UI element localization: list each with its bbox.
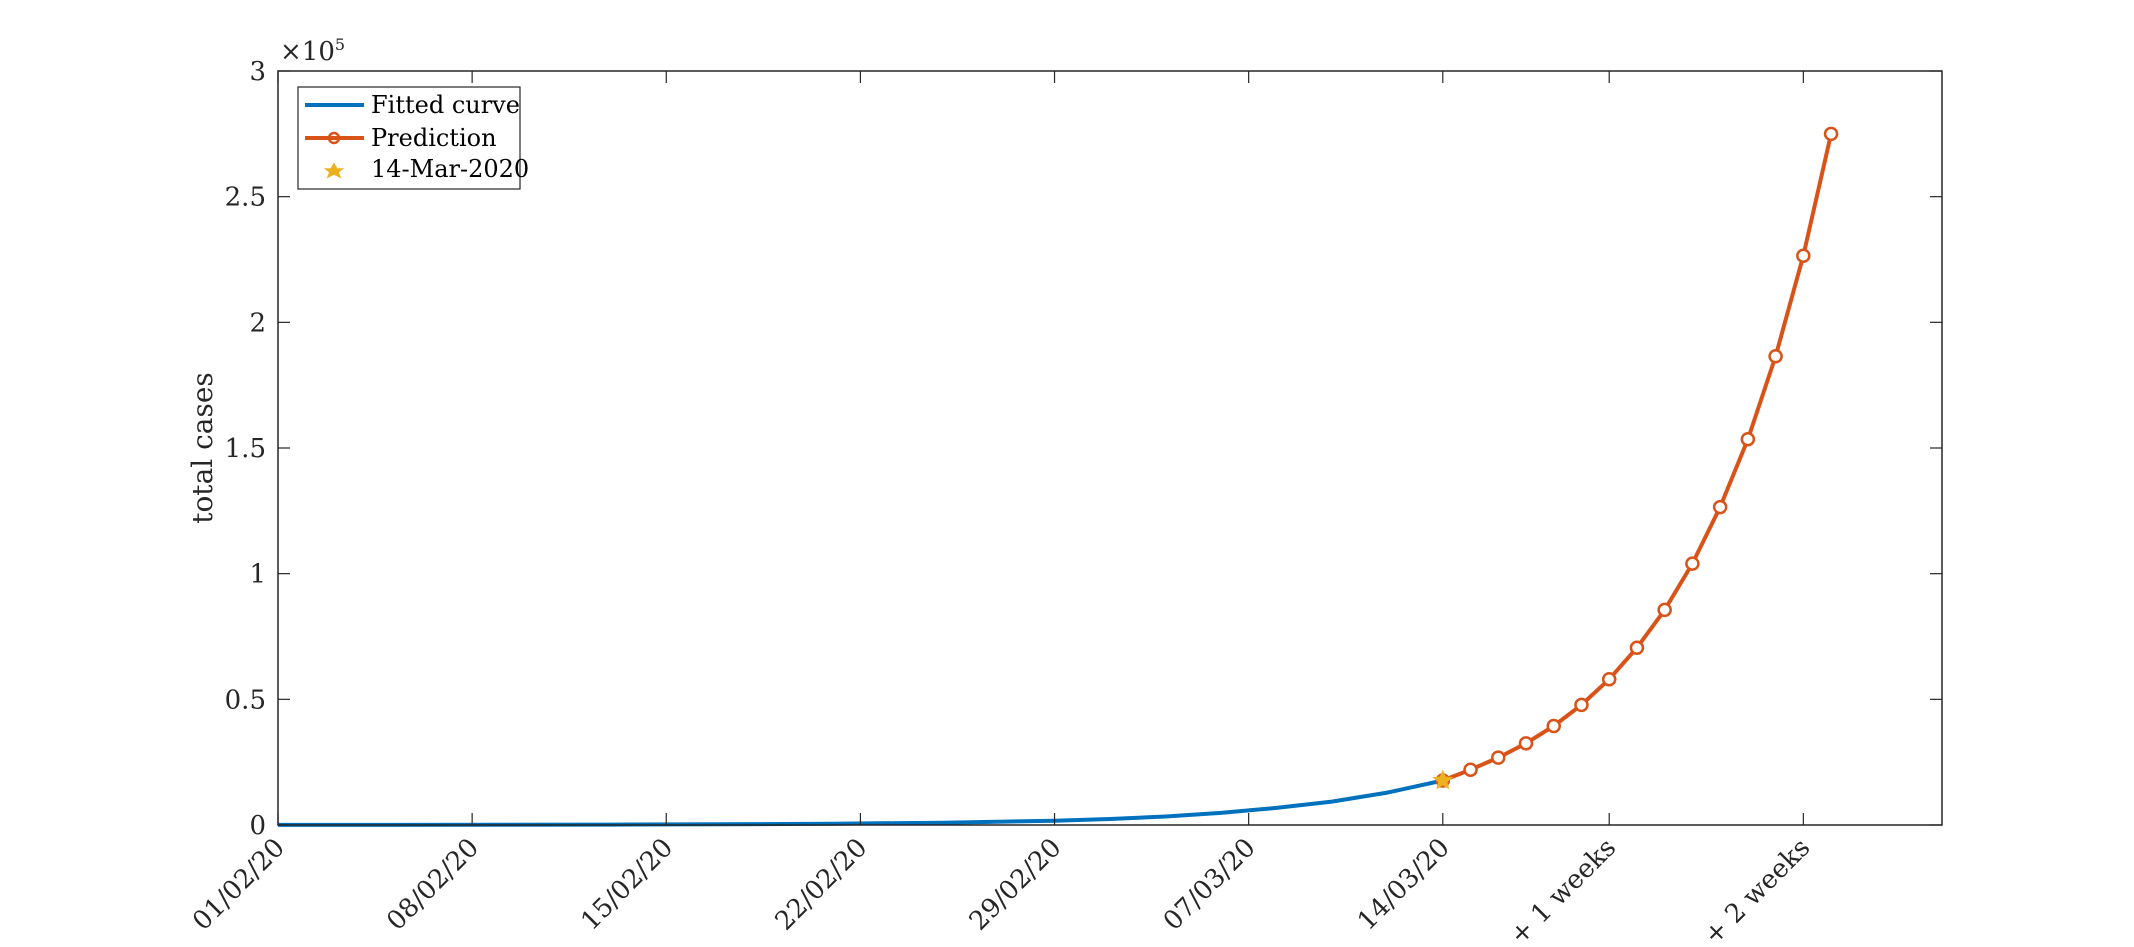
y-tick-label: 2.5	[225, 183, 266, 213]
x-tick-label: 22/02/20	[770, 833, 874, 937]
legend: Fitted curve Prediction 14-Mar-2020	[297, 86, 529, 190]
legend-label-date-point: 14-Mar-2020	[371, 155, 529, 183]
prediction-point	[1657, 602, 1672, 618]
y-axis-exponent: ×105	[280, 35, 345, 67]
prediction-point	[1740, 431, 1756, 447]
prediction-point	[1491, 750, 1506, 765]
prediction-point	[1463, 762, 1478, 777]
prediction-point	[1601, 671, 1617, 687]
series-line-prediction	[1442, 133, 1834, 783]
prediction-point	[1629, 640, 1645, 656]
legend-label-prediction: Prediction	[371, 124, 497, 152]
x-tick-label: 29/02/20	[964, 833, 1068, 937]
x-tick-label: 07/03/20	[1158, 833, 1262, 937]
prediction-point	[1768, 349, 1783, 364]
plot-area-border	[277, 70, 1943, 826]
y-tick-label: 1	[249, 560, 266, 590]
y-exponent-base: ×10	[280, 37, 335, 67]
x-tick-label: 14/03/20	[1352, 833, 1456, 937]
prediction-point	[1823, 126, 1839, 142]
y-tick-label: 0.5	[225, 685, 266, 715]
y-tick-label: 0	[249, 811, 266, 841]
y-exponent-power: 5	[335, 35, 345, 54]
legend-marker-prediction	[327, 131, 341, 145]
y-tick-label: 1.5	[225, 434, 266, 464]
prediction-point	[1796, 248, 1811, 263]
date-point-marker	[1432, 769, 1454, 790]
y-tick-label: 2	[249, 308, 266, 338]
y-axis-label: total cases	[186, 372, 219, 524]
x-tick-label: + 2 weeks	[1698, 833, 1816, 947]
prediction-point	[1712, 499, 1728, 515]
x-tick-label: 15/02/20	[575, 833, 679, 937]
y-tick-label: 3	[249, 57, 266, 87]
legend-label-fitted-curve: Fitted curve	[371, 91, 520, 119]
legend-marker-date-point	[323, 162, 345, 179]
prediction-point	[1574, 697, 1589, 713]
prediction-point	[1518, 736, 1534, 751]
x-tick-label: 08/02/20	[381, 833, 485, 937]
x-tick-label: + 1 weeks	[1504, 833, 1622, 947]
x-tick-label: 01/02/20	[187, 833, 291, 937]
prediction-point	[1685, 556, 1700, 571]
prediction-point	[1546, 718, 1561, 734]
